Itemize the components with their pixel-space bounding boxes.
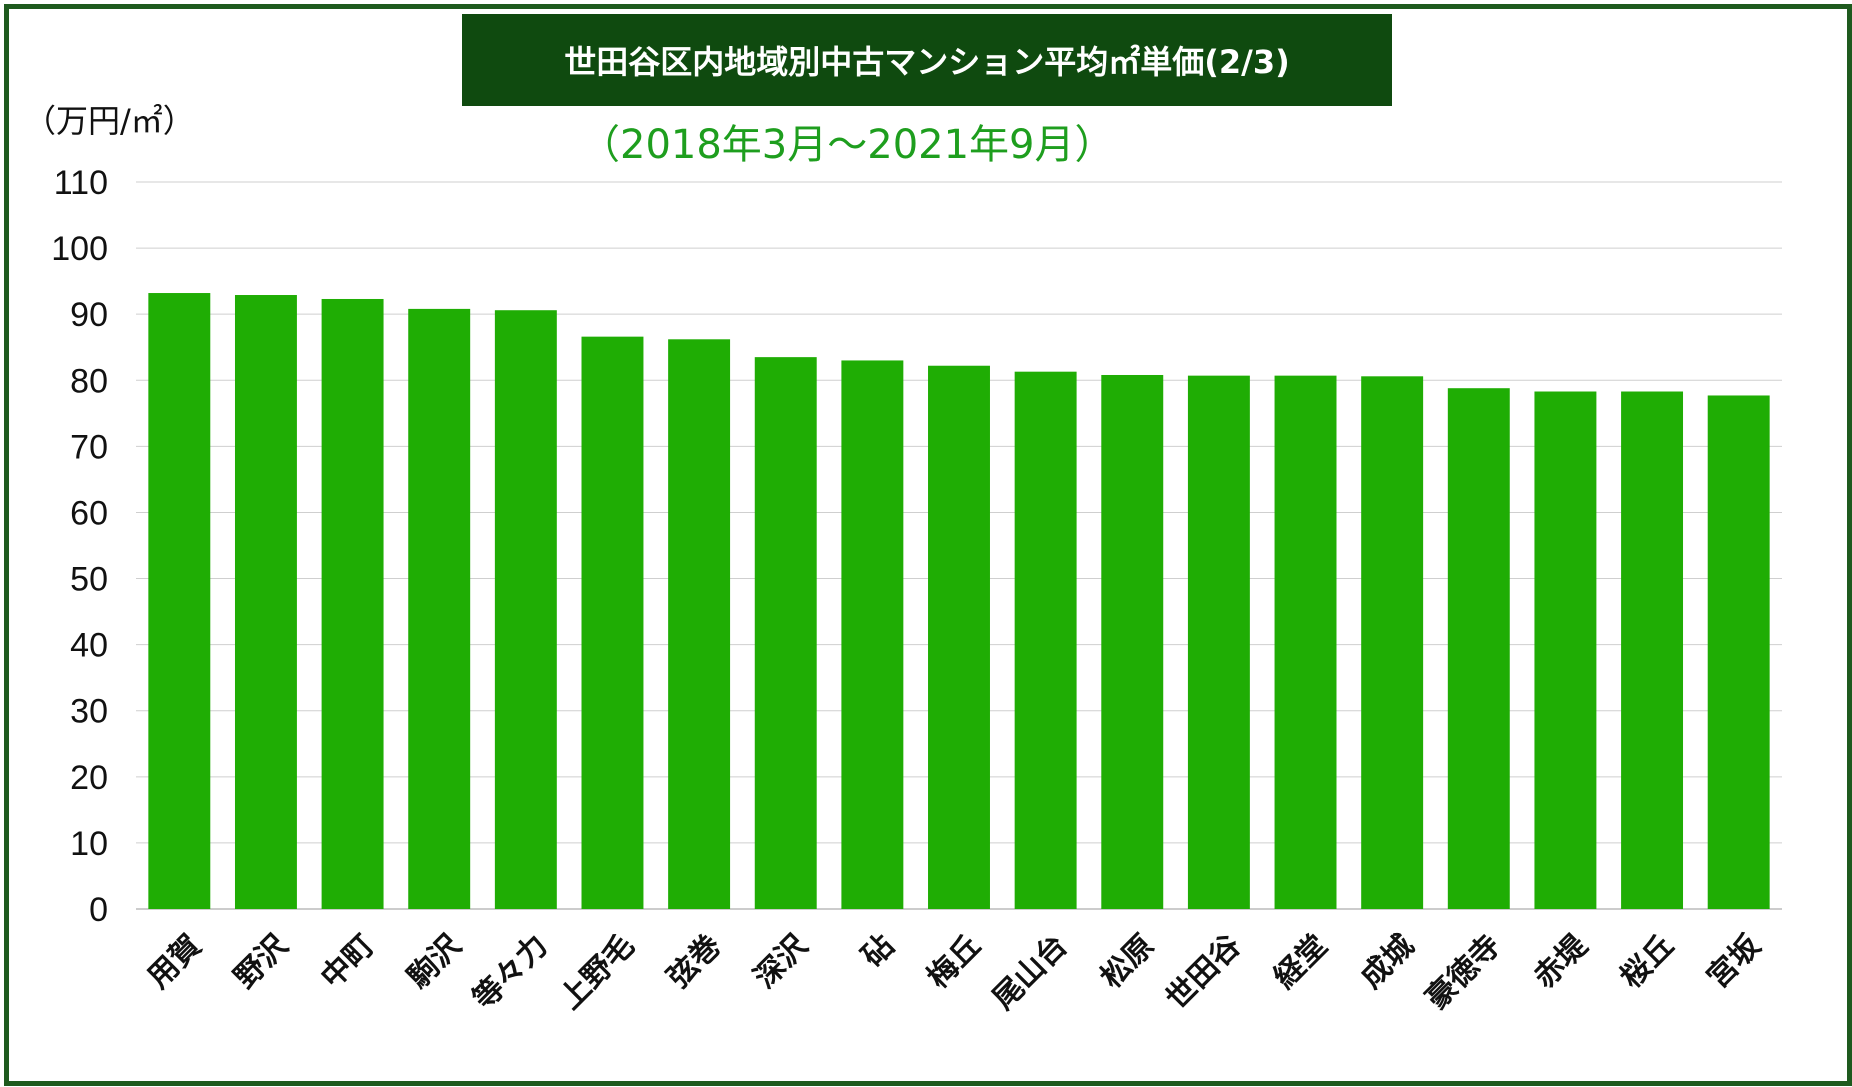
y-axis-unit-label: （万円/㎡）: [24, 102, 195, 140]
x-tick-label: 尾山台: [986, 928, 1074, 1016]
bar: [1534, 391, 1597, 909]
bar: [408, 308, 471, 909]
x-tick-label: 野沢: [228, 927, 296, 995]
bar: [1621, 391, 1684, 909]
bar: [321, 298, 384, 909]
bar: [1187, 375, 1250, 909]
bar: [668, 339, 731, 909]
bar: [928, 365, 990, 909]
y-tick-label: 60: [70, 494, 108, 532]
x-tick-label: 上野毛: [553, 928, 641, 1016]
bar: [841, 360, 904, 910]
bar: [1447, 388, 1510, 910]
bar: [754, 357, 817, 910]
x-tick-label: 宮坂: [1700, 928, 1767, 995]
x-tick-label: 梅丘: [921, 928, 988, 995]
x-tick-label: 中町: [314, 928, 381, 995]
bar: [1707, 395, 1770, 909]
y-tick-label: 70: [70, 428, 108, 466]
y-tick-label: 40: [70, 627, 108, 665]
bar: [148, 293, 211, 909]
x-tick-label: 桜丘: [1614, 928, 1681, 995]
x-tick-label: 松原: [1094, 928, 1161, 995]
x-tick-label: 世田谷: [1159, 928, 1247, 1016]
x-tick-label: 等々力: [466, 928, 554, 1016]
x-tick-label: 豪徳寺: [1419, 928, 1507, 1016]
x-tick-label: 弦巻: [661, 928, 728, 995]
x-tick-label: 砧: [855, 928, 901, 974]
chart-title: 世田谷区内地域別中古マンション平均㎡単価(2/3): [462, 14, 1392, 106]
x-tick-label: 赤堤: [1527, 927, 1595, 995]
y-tick-label: 80: [70, 362, 108, 400]
bar: [1274, 375, 1337, 909]
y-tick-label: 10: [70, 825, 108, 863]
x-tick-label: 駒沢: [401, 927, 469, 995]
chart-frame: [4, 4, 1852, 1086]
chart-subtitle: （2018年3月〜2021年9月）: [580, 122, 1115, 168]
bar: [1014, 371, 1077, 909]
y-tick-label: 0: [89, 891, 108, 929]
x-tick-label: 用賀: [141, 928, 208, 995]
bar: [1361, 376, 1424, 910]
bar: [581, 336, 644, 910]
bar: [494, 310, 557, 909]
y-tick-label: 30: [70, 693, 108, 731]
x-tick-label: 経堂: [1267, 928, 1334, 995]
y-tick-label: 100: [51, 230, 108, 268]
x-tick-label: 深沢: [747, 927, 815, 995]
bar: [1101, 374, 1164, 909]
x-tick-label: 成城: [1354, 928, 1421, 995]
y-tick-label: 90: [70, 296, 108, 334]
y-tick-label: 110: [54, 164, 108, 202]
bar: [234, 295, 297, 909]
y-tick-label: 20: [70, 759, 108, 797]
y-tick-label: 50: [70, 561, 108, 599]
